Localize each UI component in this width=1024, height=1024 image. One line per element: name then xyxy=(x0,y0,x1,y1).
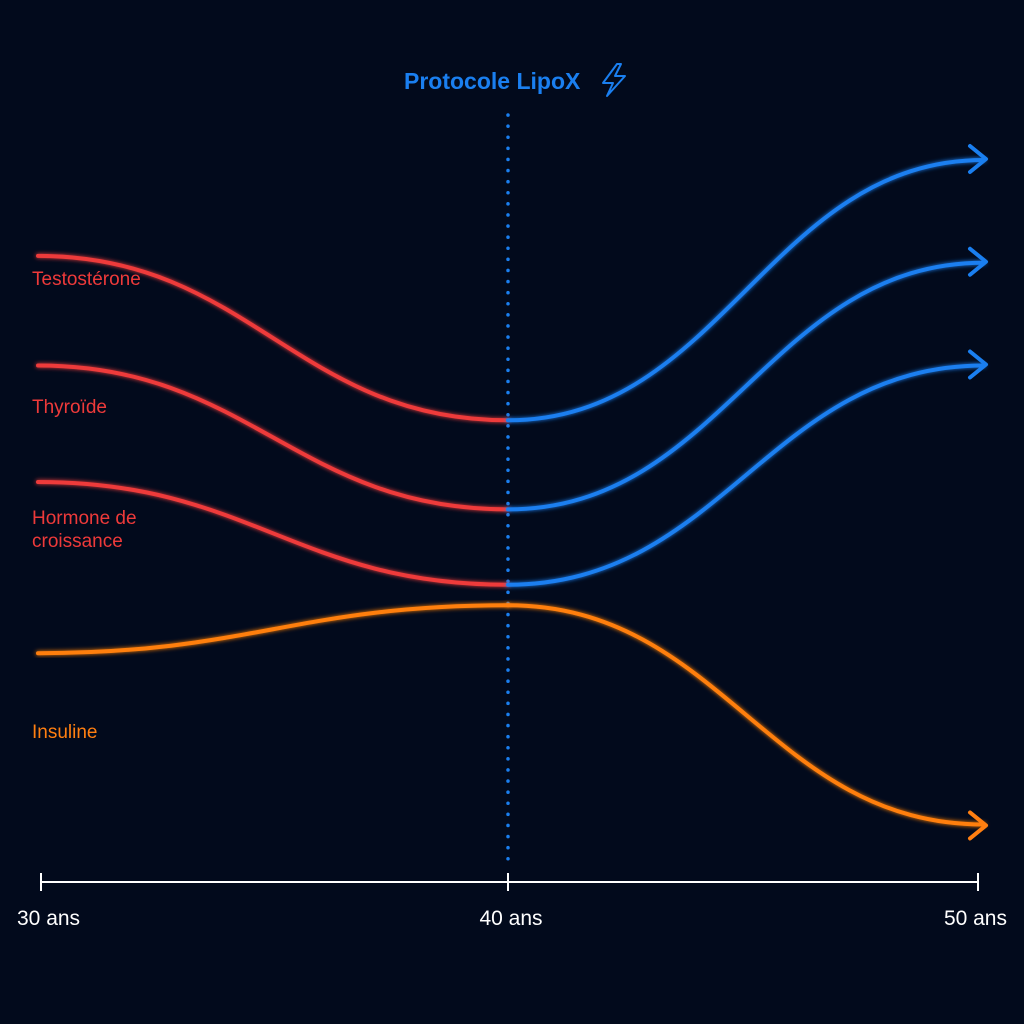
series-label: Thyroïde xyxy=(32,397,107,418)
series-hormone-de-croissance: Hormone de croissance xyxy=(32,349,988,587)
series-thyroide: Thyroïde xyxy=(32,246,988,512)
x-tick-label: 50 ans xyxy=(944,907,1007,930)
series-line-after xyxy=(506,260,986,512)
x-tick-label: 40 ans xyxy=(479,907,542,930)
series-label: Insuline xyxy=(32,722,98,743)
protocol-marker-label: Protocole LipoX xyxy=(404,68,581,94)
protocol-marker: Protocole LipoX xyxy=(404,63,626,862)
series-line-before xyxy=(36,603,510,656)
x-axis: 30 ans 40 ans 50 ans xyxy=(17,873,1007,930)
series-label: Hormone de croissance xyxy=(32,508,137,552)
series-group: Testostérone Thyroïde Hormone de croissance… xyxy=(32,144,988,841)
series-arrow-icon xyxy=(968,810,988,841)
series-testosterone: Testostérone xyxy=(32,144,988,423)
series-line-after xyxy=(506,363,986,587)
series-arrow-icon xyxy=(968,349,988,380)
series-label: Testostérone xyxy=(32,269,141,290)
x-tick-label: 30 ans xyxy=(17,907,80,930)
series-line-after xyxy=(506,603,986,827)
series-line-before xyxy=(36,253,510,423)
series-line-after xyxy=(506,158,986,423)
series-line-before xyxy=(36,363,510,512)
series-line-before xyxy=(36,479,510,587)
series-arrow-icon xyxy=(968,144,988,174)
lightning-bolt-icon xyxy=(602,63,626,97)
series-insuline: Insuline xyxy=(32,603,988,841)
series-arrow-icon xyxy=(968,246,988,277)
